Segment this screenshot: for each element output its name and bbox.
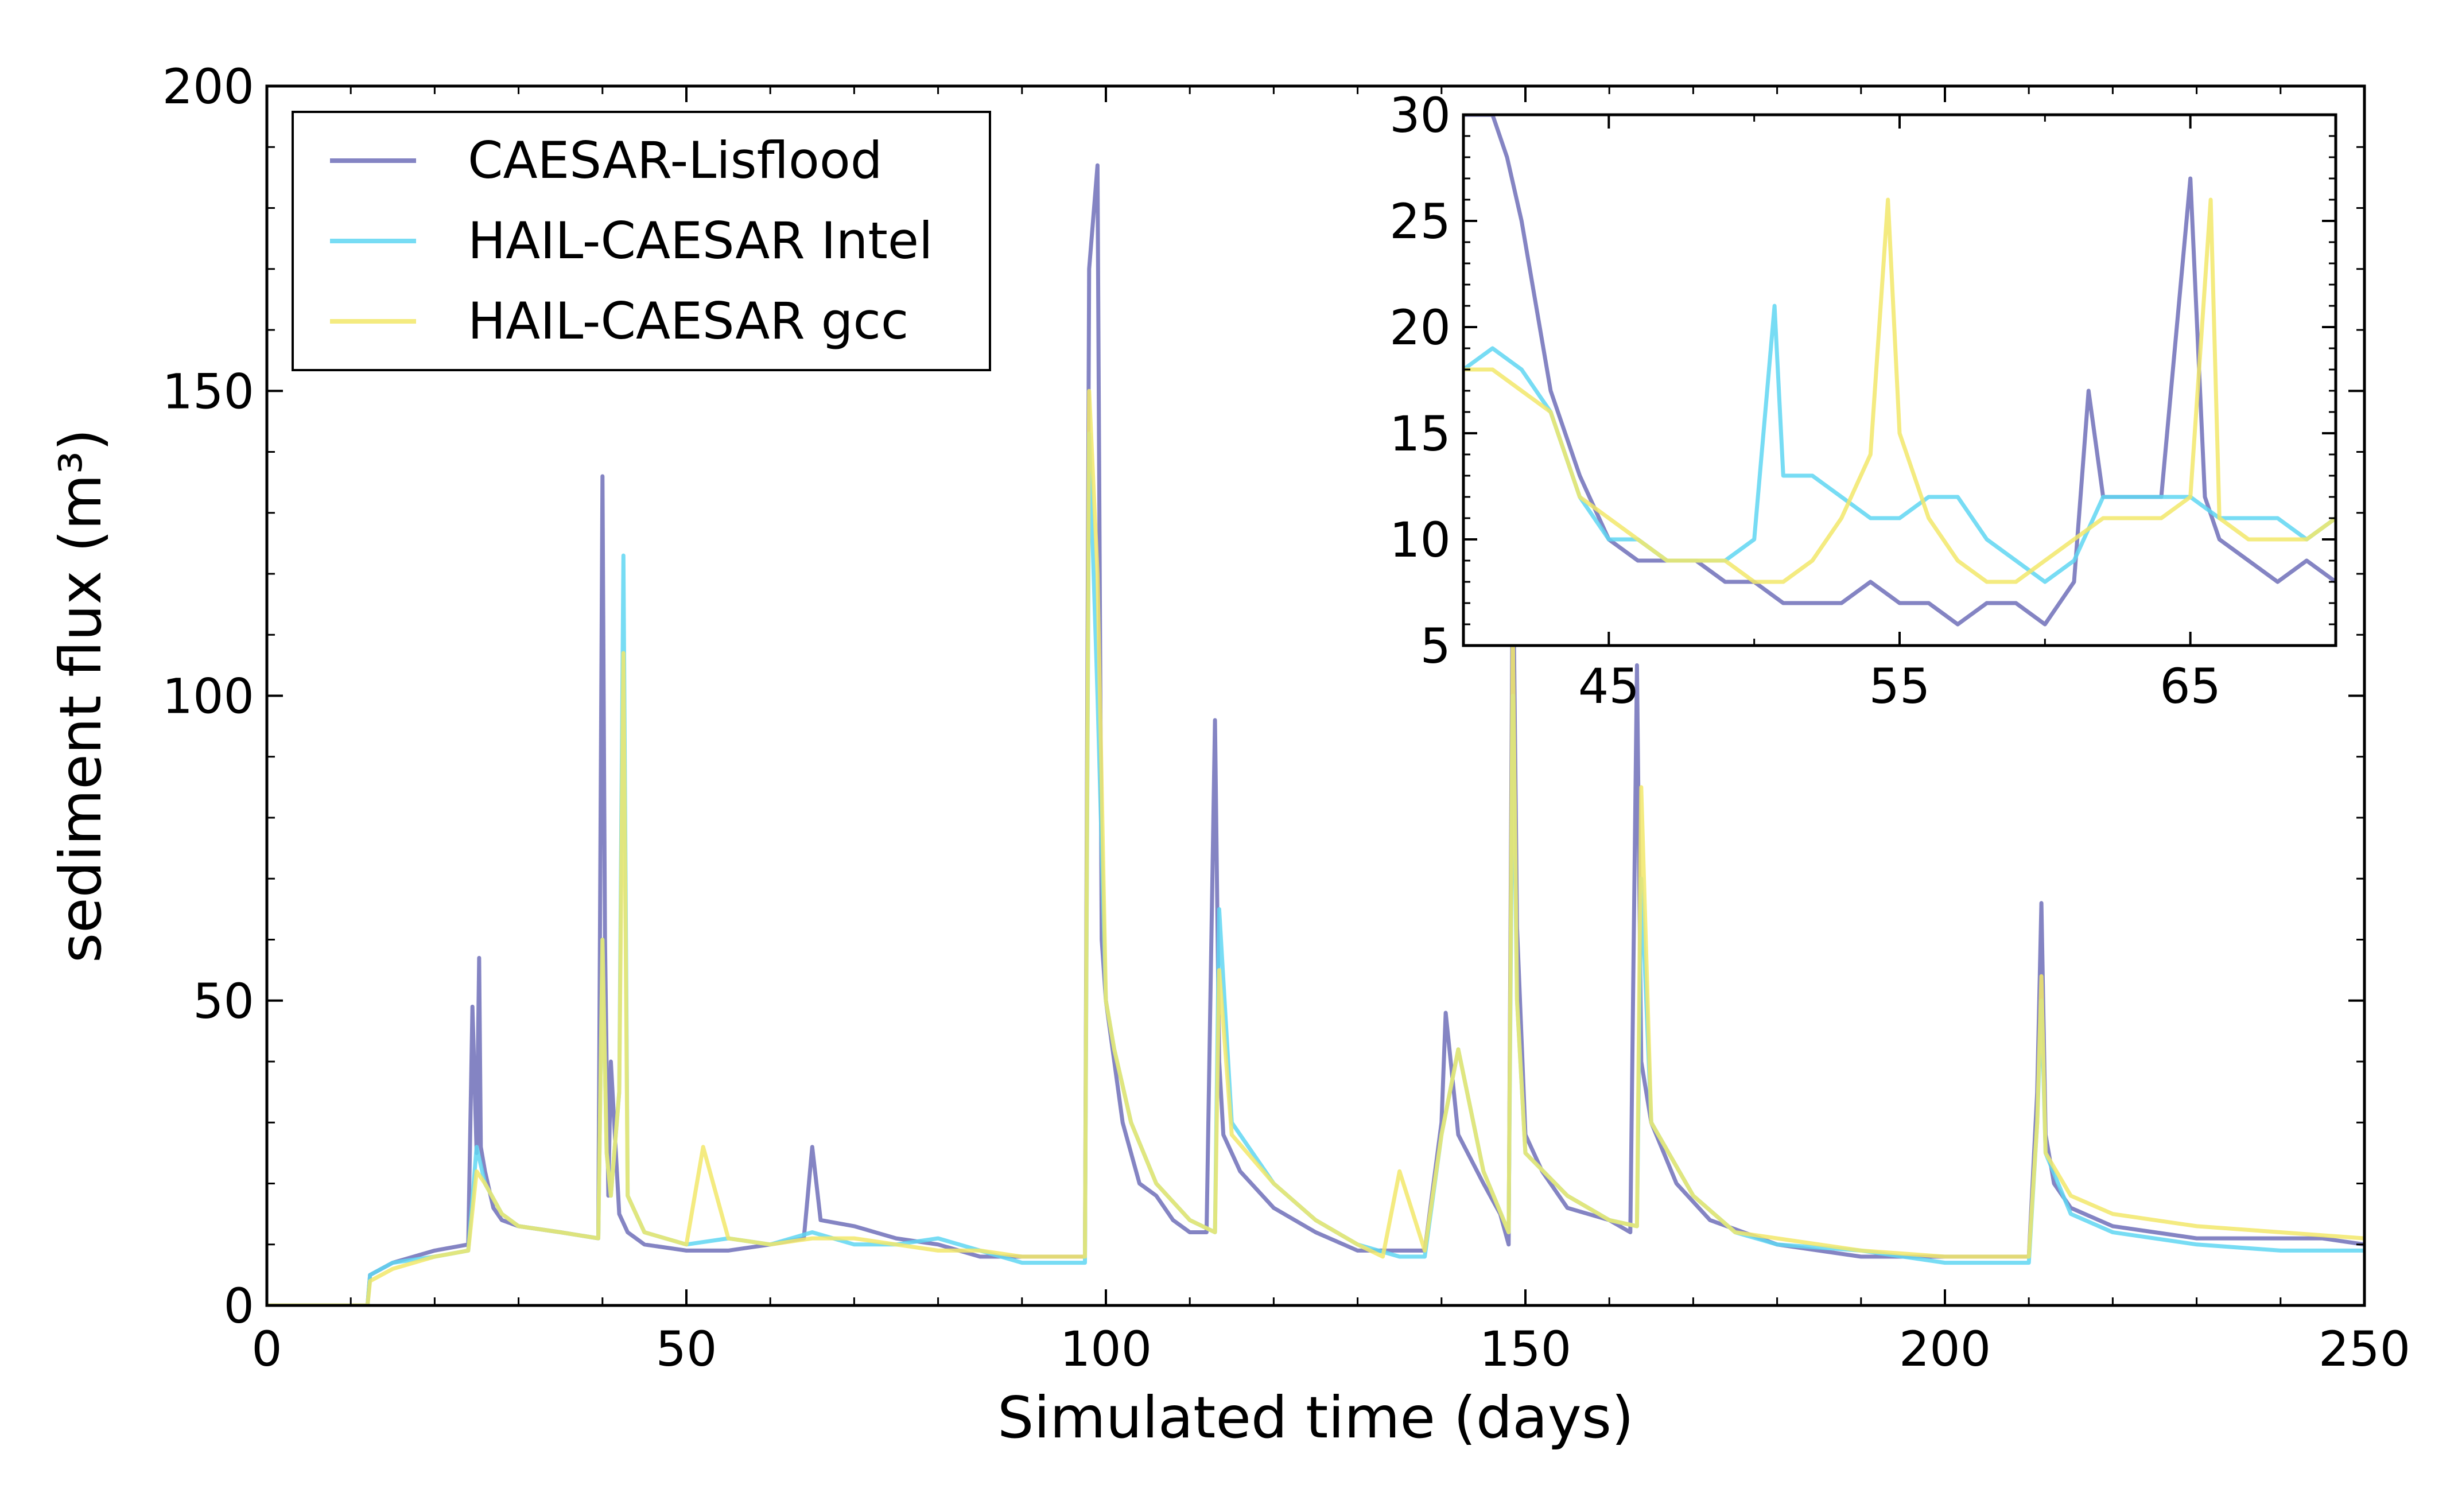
inset-background	[1463, 115, 2336, 646]
inset-series-line-3	[1463, 197, 2336, 584]
x-tick-label: 50	[656, 1321, 717, 1377]
inset-series-group	[1463, 115, 2336, 627]
y-tick-label: 200	[162, 59, 254, 115]
main-series-group	[267, 163, 2364, 1305]
legend-label-1: CAESAR-Lisflood	[468, 131, 883, 190]
y-tick-label: 50	[193, 973, 254, 1029]
x-axis-label: Simulated time (days)	[997, 1384, 1634, 1451]
inset-x-tick-label: 65	[2160, 658, 2221, 714]
series-line-3	[267, 388, 2364, 1305]
legend-label-3: HAIL-CAESAR gcc	[468, 291, 908, 351]
y-tick-label: 150	[162, 363, 254, 419]
main-plot: 0 50 100 150 200 250 0 50 100 150 200	[162, 59, 2411, 1377]
x-tick-label: 200	[1899, 1321, 1991, 1377]
inset-y-tick-label: 30	[1389, 87, 1451, 143]
x-tick-label: 0	[251, 1321, 282, 1377]
x-tick-label: 250	[2319, 1321, 2410, 1377]
inset-y-tick-label: 15	[1389, 406, 1451, 462]
legend: CAESAR-Lisflood HAIL-CAESAR Intel HAIL-CAE…	[292, 111, 991, 371]
inset-x-tick-label: 55	[1869, 658, 1931, 714]
x-tick-label: 150	[1479, 1321, 1571, 1377]
y-axis-label: sediment flux (m³)	[47, 429, 114, 963]
inset-x-tick-label: 45	[1578, 658, 1640, 714]
inset-y-tick-label: 25	[1389, 193, 1451, 250]
y-tick-label: 100	[162, 668, 254, 725]
inset-y-tick-label: 5	[1420, 618, 1451, 674]
inset-y-tick-label: 10	[1389, 512, 1451, 568]
y-tick-label: 0	[224, 1278, 254, 1334]
inset-plot: 45 55 65 5 10 15 20 25 30	[1389, 87, 2337, 714]
inset-y-tick-label: 20	[1389, 300, 1451, 356]
x-tick-label: 100	[1060, 1321, 1152, 1377]
legend-label-2: HAIL-CAESAR Intel	[468, 211, 933, 270]
inset-series-line-2	[1463, 304, 2336, 584]
